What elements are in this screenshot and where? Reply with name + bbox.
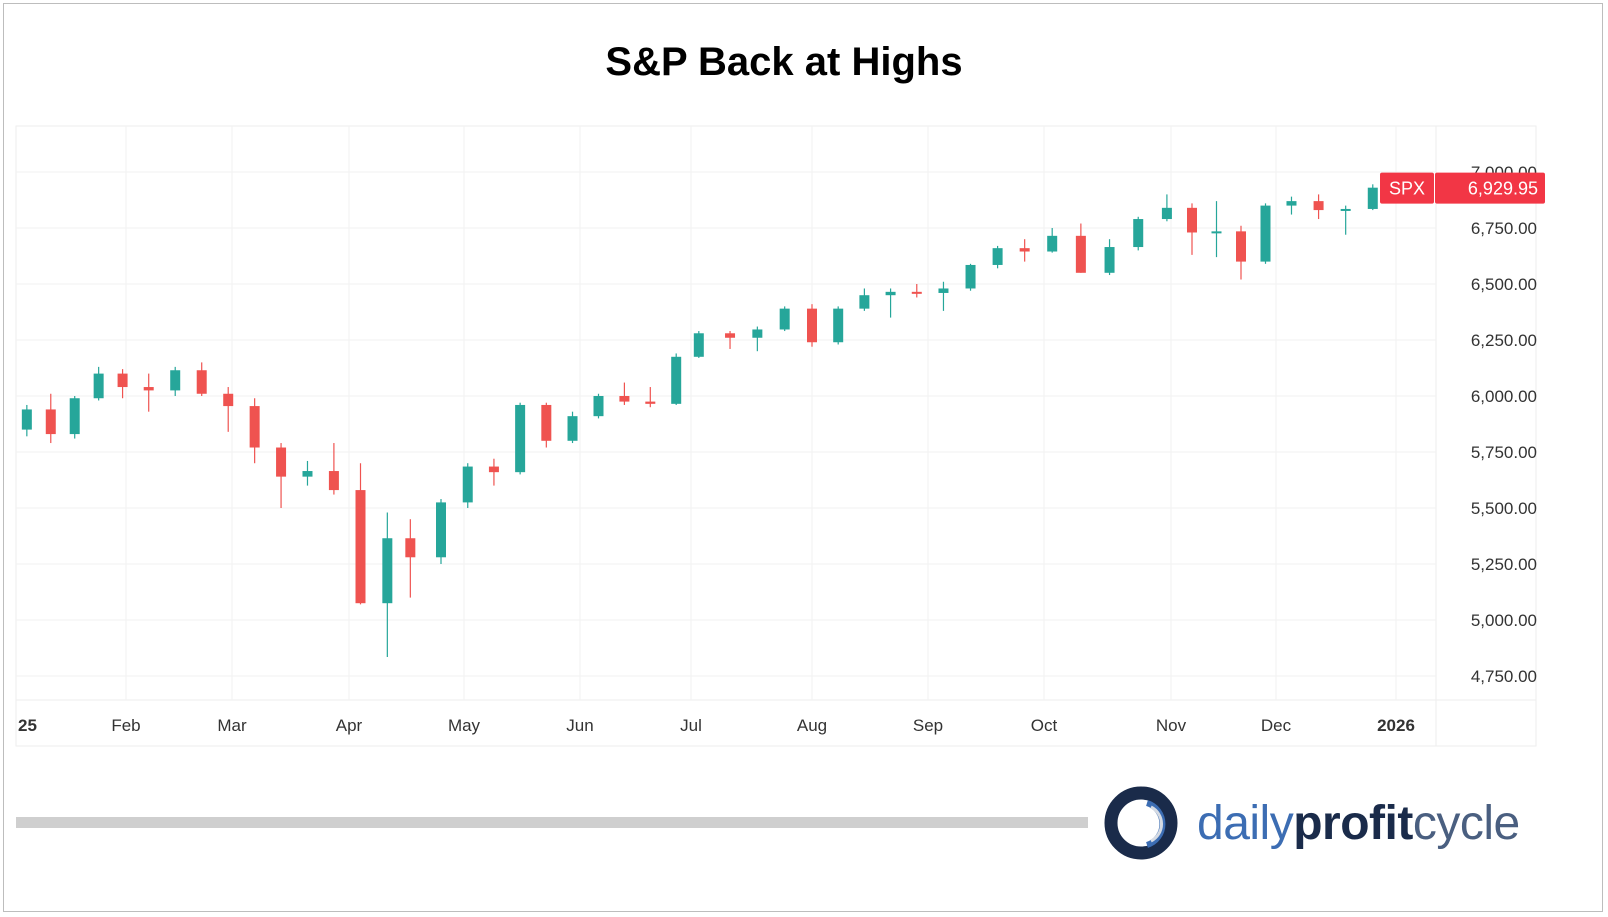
candle-up [1286, 201, 1297, 206]
candle-down [405, 538, 416, 558]
y-tick-label: 5,250.00 [1471, 555, 1537, 574]
candle-up [671, 356, 682, 404]
candle-up [1260, 205, 1271, 262]
y-tick-label: 6,000.00 [1471, 387, 1537, 406]
x-tick-label: Jun [566, 716, 593, 735]
candle-down [1075, 235, 1086, 273]
candle-down [117, 373, 128, 388]
logo-text-profit: profit [1293, 796, 1413, 850]
candle-down [45, 409, 56, 435]
candle-up [462, 466, 473, 503]
candle-up [93, 373, 104, 399]
candle-up [382, 538, 393, 604]
candle-down [807, 308, 817, 343]
x-tick-label: 2026 [1377, 716, 1415, 735]
candle-down [276, 447, 287, 477]
y-tick-label: 6,750.00 [1471, 219, 1537, 238]
ticker-label: SPX [1389, 179, 1425, 199]
y-tick-label: 6,250.00 [1471, 331, 1537, 350]
x-tick-label: Nov [1156, 716, 1187, 735]
candle-down [619, 396, 630, 402]
x-tick-label: 25 [18, 716, 37, 735]
last-price-label-bg [1435, 172, 1545, 204]
candle-down [541, 404, 552, 441]
x-tick-label: Apr [336, 716, 363, 735]
candle-up [21, 409, 32, 430]
candle-up [1340, 208, 1351, 211]
candle-down [143, 387, 154, 391]
candle-up [693, 333, 704, 357]
candle-up [1211, 231, 1222, 234]
ticker-label-bg [1380, 172, 1434, 204]
x-tick-label: May [448, 716, 481, 735]
candle-down [223, 393, 234, 407]
x-tick-label: Jul [680, 716, 702, 735]
candle-up [1133, 219, 1144, 248]
y-tick-label: 5,750.00 [1471, 443, 1537, 462]
candle-up [859, 295, 870, 309]
x-tick-label: Mar [217, 716, 247, 735]
x-tick-label: Feb [111, 716, 140, 735]
candle-up [567, 416, 578, 441]
candle-down [355, 490, 366, 604]
chart-title: S&P Back at Highs [605, 40, 963, 84]
candle-up [1104, 247, 1115, 273]
logo-text-daily: daily [1197, 796, 1294, 850]
logo: dailyprofitcycle [1103, 783, 1520, 863]
logo-circle-icon [1104, 786, 1178, 860]
logo-text-cycle: cycle [1412, 796, 1520, 850]
candle-up [885, 291, 896, 296]
candle-up [992, 248, 1003, 265]
candle-up [302, 471, 313, 477]
last-price-label: 6,929.95 [1468, 179, 1538, 199]
candle-up [965, 264, 976, 289]
chart-frame [3, 3, 1603, 912]
x-tick-label: Dec [1261, 716, 1292, 735]
x-tick-label: Oct [1031, 716, 1058, 735]
candle-down [488, 466, 499, 473]
plot-border [15, 125, 1537, 747]
candle-down [1019, 248, 1030, 252]
logo-text: dailyprofitcycle [1197, 796, 1520, 851]
y-tick-label: 4,750.00 [1471, 667, 1537, 686]
y-tick-label: 5,500.00 [1471, 499, 1537, 518]
candle-up [593, 396, 604, 417]
candle-down [725, 333, 736, 338]
y-tick-label: 5,000.00 [1471, 611, 1537, 630]
candle-up [69, 398, 80, 435]
candle-down [328, 471, 339, 491]
candle-down [196, 370, 207, 394]
candle-down [1187, 207, 1197, 233]
candle-down [911, 291, 922, 294]
candle-up [779, 308, 790, 330]
candle-up [436, 502, 446, 558]
candle-down [1313, 201, 1324, 211]
candle-down [249, 406, 260, 448]
y-tick-label: 6,500.00 [1471, 275, 1537, 294]
x-tick-label: Aug [797, 716, 827, 735]
x-tick-label: Sep [913, 716, 943, 735]
candle-down [1236, 231, 1246, 262]
time-scrollbar[interactable] [16, 817, 1088, 828]
candle-up [938, 288, 949, 293]
candle-up [752, 329, 763, 338]
candle-up [1367, 187, 1378, 209]
candle-down [645, 401, 656, 404]
candle-up [515, 404, 526, 473]
candle-up [1047, 235, 1058, 252]
candle-up [833, 308, 844, 343]
candle-up [170, 370, 181, 391]
candle-up [1161, 207, 1172, 220]
